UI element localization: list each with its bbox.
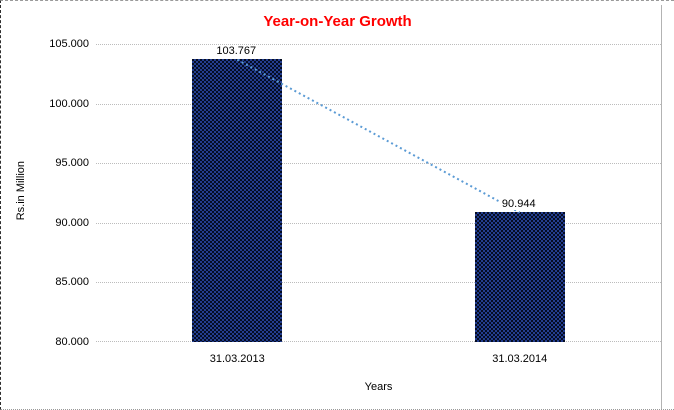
y-tick-label: 100.000 — [49, 98, 89, 110]
bar-value-label: 103.767 — [214, 44, 259, 57]
bar-value-label: 90.944 — [499, 197, 538, 210]
gridline — [96, 341, 661, 342]
x-tick-label: 31.03.2013 — [209, 353, 265, 365]
bar — [192, 58, 283, 342]
y-tick-label: 105.000 — [49, 38, 89, 50]
chart-title: Year-on-Year Growth — [263, 13, 412, 30]
bar — [474, 211, 565, 342]
gridline — [96, 44, 661, 45]
gridline — [96, 163, 661, 164]
gridline — [96, 104, 661, 105]
x-axis-title: Years — [364, 381, 393, 393]
right-edge-border-line — [661, 5, 662, 409]
x-tick-label: 31.03.2014 — [492, 353, 548, 365]
trendline — [236, 58, 521, 214]
gridline — [96, 282, 661, 283]
y-axis-tick-labels: 105.000 100.000 95.000 90.000 85.000 80.000 — [1, 38, 89, 348]
y-tick-label: 95.000 — [55, 157, 89, 169]
trendline-line — [236, 58, 521, 214]
plot-area: 103.767 90.944 — [96, 44, 661, 342]
y-tick-label: 80.000 — [55, 336, 89, 348]
gridline — [96, 223, 661, 224]
y-tick-label: 90.000 — [55, 217, 89, 229]
y-tick-label: 85.000 — [55, 276, 89, 288]
x-axis-tick-labels: 31.03.2013 31.03.2014 — [96, 351, 661, 367]
